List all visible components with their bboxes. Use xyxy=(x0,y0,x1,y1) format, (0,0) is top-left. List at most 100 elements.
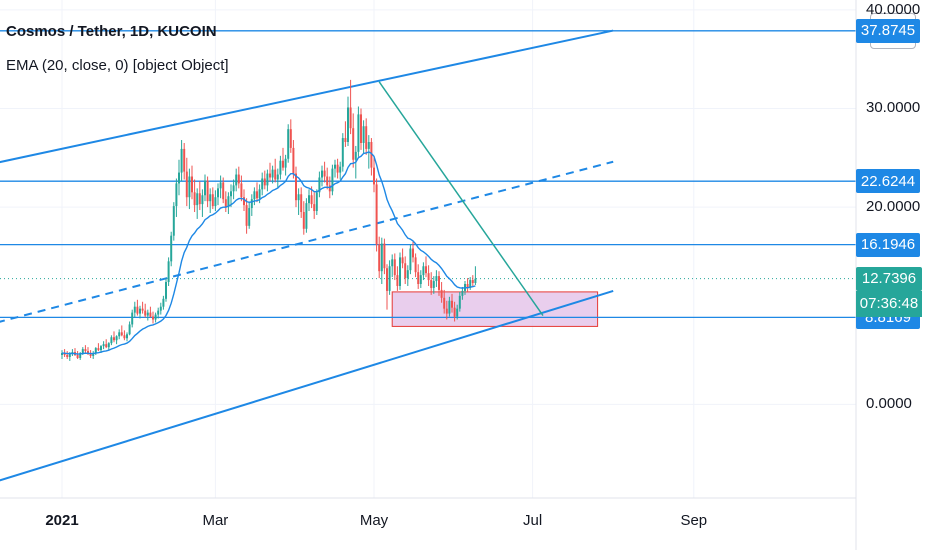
candle-body xyxy=(126,334,128,339)
candle-body xyxy=(89,354,92,356)
candle-body xyxy=(440,289,443,298)
price-tick-label: 20.0000 xyxy=(866,198,921,216)
candle-body xyxy=(323,170,326,177)
ema-line xyxy=(61,151,476,355)
candle-body xyxy=(110,337,113,344)
candle-body xyxy=(193,192,196,206)
candle-body xyxy=(409,248,412,271)
time-tick-label: Sep xyxy=(680,512,708,529)
candle-body xyxy=(383,243,386,269)
price-tick-label: 0.0000 xyxy=(866,395,912,413)
candle-body xyxy=(63,353,66,356)
candle-body xyxy=(157,310,160,315)
candle-body xyxy=(146,312,149,316)
trendline[interactable] xyxy=(378,81,544,316)
candle-body xyxy=(107,343,110,348)
channel-upper-line[interactable] xyxy=(0,29,614,164)
candle-body xyxy=(248,208,251,226)
ema-indicator-label[interactable]: EMA (20, close, 0) [object Object] xyxy=(6,57,229,74)
candle-body xyxy=(328,185,331,192)
candle-body xyxy=(204,180,206,196)
candle-body xyxy=(245,205,248,226)
candle-body xyxy=(349,107,352,129)
candle-body xyxy=(232,185,235,192)
candle-body xyxy=(347,107,349,143)
candle-body xyxy=(94,348,97,354)
candle-body xyxy=(414,257,417,273)
support-box-layer[interactable] xyxy=(391,291,599,327)
candle-body xyxy=(469,280,472,288)
candle-body xyxy=(230,191,232,197)
support-box[interactable] xyxy=(391,291,599,327)
symbol-title[interactable]: Cosmos / Tether, 1D, KUCOIN xyxy=(6,23,217,40)
candle-body xyxy=(284,158,287,168)
candle-body xyxy=(425,266,427,274)
line-price-label: 37.8745 xyxy=(856,18,920,43)
candle-body xyxy=(183,148,186,172)
candle-body xyxy=(370,142,373,168)
candle-body xyxy=(352,128,355,160)
candle-body xyxy=(141,308,144,311)
candle-body xyxy=(191,176,193,193)
candle-body xyxy=(451,300,453,308)
candle-body xyxy=(211,194,214,207)
candle-body xyxy=(266,173,269,186)
candle-body xyxy=(419,275,422,285)
price-tick-label: 40.0000 xyxy=(866,0,921,18)
candle-body xyxy=(412,248,414,258)
candle-body xyxy=(344,138,347,143)
candle-body xyxy=(334,164,336,169)
candle-body xyxy=(165,282,167,299)
candle-body xyxy=(144,310,147,316)
candle-body xyxy=(461,290,464,296)
candle-body xyxy=(105,344,108,348)
candle-body xyxy=(308,195,310,204)
trendline-layer[interactable] xyxy=(378,81,544,316)
candle-body xyxy=(386,268,388,291)
candle-body xyxy=(250,199,253,209)
time-tick-label: May xyxy=(359,512,389,529)
candle-body xyxy=(175,183,178,207)
candle-body xyxy=(305,203,308,229)
candle-body xyxy=(471,280,474,284)
candle-body xyxy=(87,351,89,355)
candle-body xyxy=(360,114,362,143)
candle-body xyxy=(289,129,292,148)
candle-body xyxy=(378,244,381,272)
candle-body xyxy=(287,129,290,159)
candle-body xyxy=(276,174,279,180)
candle-body xyxy=(406,270,409,279)
current-price-label: 12.7396 xyxy=(856,266,922,291)
candle-body xyxy=(136,306,139,314)
candle-body xyxy=(362,126,365,143)
candle-body xyxy=(315,192,318,212)
candle-body xyxy=(240,183,243,198)
candle-body xyxy=(310,195,313,205)
candle-body xyxy=(92,353,95,356)
candle-body xyxy=(139,308,141,314)
candle-body xyxy=(149,312,152,317)
candle-body xyxy=(292,147,295,174)
candle-body xyxy=(427,273,430,281)
candle-body xyxy=(118,332,121,337)
channel-lines[interactable] xyxy=(0,29,614,482)
candle-body xyxy=(243,197,245,206)
candle-body xyxy=(339,166,342,173)
time-tick-label: Mar xyxy=(202,512,229,529)
channel-lower-line[interactable] xyxy=(0,289,614,482)
candle-body xyxy=(396,275,399,286)
candle-body xyxy=(133,306,136,313)
candle-body xyxy=(206,180,209,202)
candle-body xyxy=(456,308,459,317)
candle-body xyxy=(365,126,368,149)
candle-body xyxy=(401,257,404,264)
candle-body xyxy=(263,178,266,186)
candle-body xyxy=(357,114,360,152)
candle-body xyxy=(302,212,305,229)
candle-body xyxy=(84,349,87,352)
candle-body xyxy=(66,355,69,357)
candle-body xyxy=(113,337,115,341)
candle-body xyxy=(79,353,82,358)
